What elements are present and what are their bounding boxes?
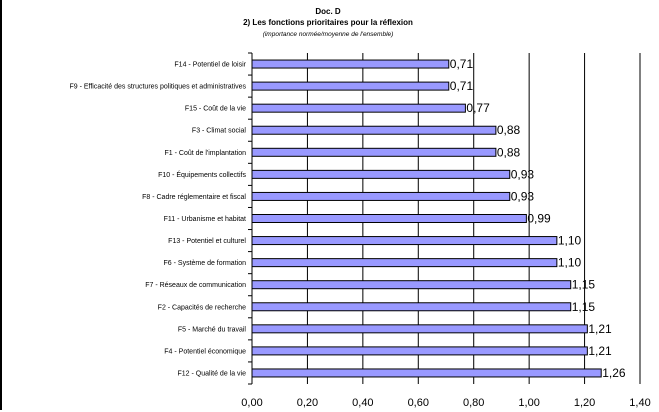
data-label: 0,93	[511, 167, 535, 181]
plot-area: F14 - Potentiel de loisir 0,71 F9 - Effica…	[69, 52, 651, 409]
data-label: 0,71	[450, 57, 474, 71]
category-label: F1 - Coût de l'implantation	[165, 150, 247, 157]
category-label: F2 - Capacités de recherche	[158, 304, 246, 311]
x-tick-label: 1,40	[629, 397, 650, 409]
category-label: F14 - Potentiel de loisir	[174, 62, 246, 69]
category-label: F12 - Qualité de la vie	[178, 370, 247, 377]
category-label: F6 - Système de formation	[164, 260, 247, 267]
bar	[251, 169, 511, 179]
data-label: 0,88	[497, 123, 521, 137]
bar	[251, 59, 450, 69]
bar	[251, 302, 572, 312]
category-label: F5 - Marché du travail	[178, 326, 247, 333]
data-label: 0,99	[527, 212, 551, 226]
bar	[251, 368, 602, 378]
bar	[251, 103, 466, 113]
data-label: 1,10	[558, 256, 582, 270]
x-tick-label: 0,20	[297, 397, 318, 409]
x-tick-label: 0,80	[463, 397, 484, 409]
x-tick-label: 0,00	[241, 397, 262, 409]
bar	[251, 191, 511, 201]
bar	[251, 147, 497, 157]
data-label: 1,15	[572, 278, 596, 292]
chart-subtitle: 2) Les fonctions prioritaires pour la ré…	[243, 18, 413, 27]
category-label: F15 - Coût de la vie	[185, 106, 246, 113]
bar	[251, 125, 497, 135]
category-label: F4 - Potentiel économique	[164, 348, 246, 355]
category-label: F9 - Efficacité des structures politique…	[69, 84, 246, 91]
category-label: F8 - Cadre réglementaire et fiscal	[142, 194, 246, 201]
x-tick-label: 0,40	[352, 397, 373, 409]
bar	[251, 236, 558, 246]
bar	[251, 346, 588, 356]
category-label: F10 - Équipements collectifs	[158, 170, 246, 179]
chart-note: (importance normée/moyenne de l'ensemble…	[263, 31, 394, 38]
data-label: 1,15	[572, 300, 596, 314]
data-label: 0,71	[450, 79, 474, 93]
data-label: 1,21	[588, 344, 612, 358]
data-label: 0,88	[497, 145, 521, 159]
x-tick-label: 1,20	[574, 397, 595, 409]
x-tick-label: 0,60	[408, 397, 429, 409]
bar	[251, 258, 558, 268]
category-label: F7 - Réseaux de communication	[145, 282, 246, 289]
data-label: 1,21	[588, 322, 612, 336]
bar	[251, 324, 588, 334]
data-label: 1,26	[602, 366, 626, 380]
category-label: F13 - Potentiel et culturel	[168, 238, 246, 245]
bar	[251, 214, 527, 223]
x-tick-label: 1,00	[518, 397, 539, 409]
data-label: 0,77	[466, 101, 490, 115]
chart-title: Doc. D	[315, 7, 341, 16]
data-label: 1,10	[558, 234, 582, 248]
bar	[251, 280, 572, 290]
data-label: 0,93	[511, 189, 535, 203]
bar	[251, 81, 450, 91]
category-label: F3 - Climat social	[192, 128, 247, 135]
category-label: F11 - Urbanisme et habitat	[164, 216, 246, 223]
